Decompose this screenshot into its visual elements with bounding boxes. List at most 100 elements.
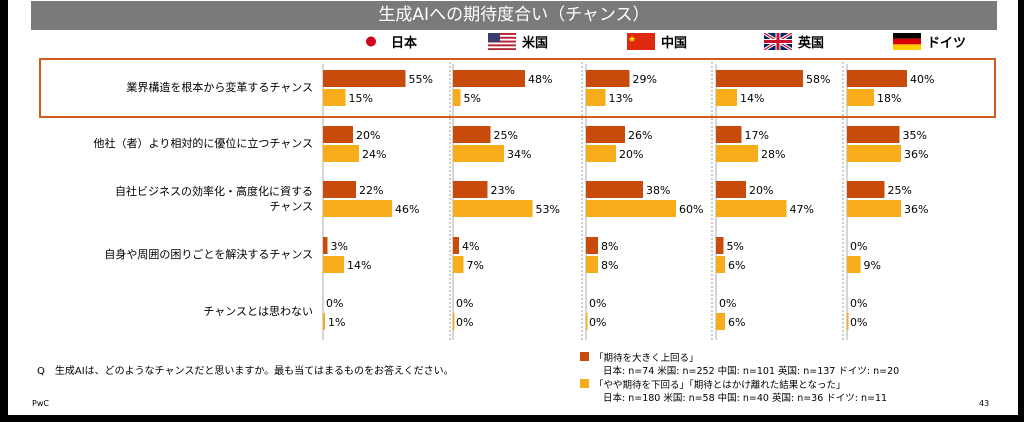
bar-label-s1-c4-p1: 0%	[456, 297, 473, 310]
bar-label-s1-c0-p4: 40%	[910, 73, 934, 86]
bar-label-s1-c1-p0: 20%	[356, 129, 380, 142]
bar-s2-c4-p3	[716, 313, 725, 330]
country-header-uk: 英国	[764, 31, 824, 51]
country-header-usa: 米国	[488, 31, 548, 51]
legend-label-series1: 「期待を大きく上回る」	[594, 353, 699, 364]
legend-label-series2: 「やや期待を下回る」「期待とはかけ離れた結果となった」	[594, 380, 846, 391]
bar-label-s1-c2-p2: 38%	[646, 184, 670, 197]
category-label-1: 他社（者）より相対的に優位に立つチャンス	[94, 136, 313, 150]
bar-label-s1-c3-p2: 8%	[601, 240, 618, 253]
bar-s1-c2-p1	[453, 181, 488, 198]
bar-label-s1-c1-p4: 35%	[903, 129, 927, 142]
bar-label-s1-c4-p3: 0%	[719, 297, 736, 310]
bar-s1-c1-p2	[586, 126, 625, 143]
bar-label-s2-c4-p4: 0%	[850, 316, 867, 329]
bar-label-s1-c2-p0: 22%	[359, 184, 383, 197]
bar-label-s1-c2-p3: 20%	[749, 184, 773, 197]
country-header-china: 中国	[627, 31, 687, 51]
legend-sample-series2: 日本: n=180 米国: n=58 中国: n=40 英国: n=36 ドイツ…	[603, 393, 888, 404]
bar-s1-c3-p0	[323, 237, 328, 254]
bar-label-s2-c2-p3: 47%	[790, 203, 814, 216]
bar-s2-c3-p1	[453, 256, 464, 273]
category-label-0: 業界構造を根本から変革するチャンス	[126, 80, 313, 94]
bar-s2-c1-p4	[847, 145, 901, 162]
bar-label-s2-c0-p1: 5%	[464, 92, 481, 105]
bar-label-s2-c2-p1: 53%	[536, 203, 560, 216]
question-text: Q 生成AIは、どのようなチャンスだと思いますか。最も当てはまるものをお答えくだ…	[37, 366, 454, 377]
bar-s2-c2-p2	[586, 200, 676, 217]
bar-s1-c3-p1	[453, 237, 459, 254]
bar-label-s2-c2-p2: 60%	[679, 203, 703, 216]
bar-s2-c0-p4	[847, 89, 874, 106]
bar-s2-c2-p1	[453, 200, 533, 217]
bar-label-s1-c2-p4: 25%	[888, 184, 912, 197]
category-label-4: チャンスとは思わない	[203, 305, 313, 318]
bar-label-s2-c1-p1: 34%	[507, 148, 531, 161]
bar-s1-c1-p0	[323, 126, 353, 143]
bar-label-s1-c3-p1: 4%	[462, 240, 479, 253]
bar-s2-c1-p2	[586, 145, 616, 162]
bar-s2-c2-p3	[716, 200, 787, 217]
country-header-japan: 日本	[357, 31, 417, 51]
bar-s2-c4-p4	[847, 313, 849, 330]
bar-label-s2-c1-p0: 24%	[362, 148, 386, 161]
bar-label-s1-c3-p0: 3%	[331, 240, 348, 253]
bar-label-s2-c2-p0: 46%	[395, 203, 419, 216]
bar-label-s2-c3-p3: 6%	[728, 259, 745, 272]
bar-s2-c3-p0	[323, 256, 344, 273]
germany-flag-icon	[893, 32, 921, 50]
bar-label-s1-c1-p3: 17%	[745, 129, 769, 142]
bar-s2-c0-p0	[323, 89, 346, 106]
bar-label-s2-c3-p1: 7%	[467, 259, 484, 272]
bar-label-s2-c4-p0: 1%	[328, 316, 345, 329]
bar-label-s1-c0-p3: 58%	[806, 73, 830, 86]
bar-label-s2-c0-p2: 13%	[609, 92, 633, 105]
bar-s1-c0-p1	[453, 70, 525, 87]
category-label-2: 自社ビジネスの効率化・高度化に資するチャンス	[115, 184, 313, 213]
footer-brand: PwC	[32, 399, 49, 408]
bar-s1-c1-p1	[453, 126, 491, 143]
bar-s2-c4-p2	[586, 313, 588, 330]
legend-swatch-series2	[580, 379, 589, 388]
bar-s2-c1-p3	[716, 145, 758, 162]
uk-flag-icon	[764, 32, 792, 50]
category-label-3: 自身や周囲の困りごとを解決するチャンス	[104, 247, 313, 261]
bar-label-s2-c0-p4: 18%	[877, 92, 901, 105]
bar-s2-c1-p0	[323, 145, 359, 162]
bar-s1-c0-p4	[847, 70, 907, 87]
bar-s1-c2-p2	[586, 181, 643, 198]
bar-label-s1-c3-p4: 0%	[850, 240, 867, 253]
bar-s2-c3-p4	[847, 256, 861, 273]
bar-s1-c1-p4	[847, 126, 900, 143]
bar-label-s2-c4-p1: 0%	[456, 316, 473, 329]
japan-flag-icon	[357, 32, 385, 50]
bar-label-s1-c2-p1: 23%	[491, 184, 515, 197]
bar-s1-c2-p3	[716, 181, 746, 198]
bar-label-s2-c3-p2: 8%	[601, 259, 618, 272]
bar-s1-c2-p0	[323, 181, 356, 198]
bar-s1-c2-p4	[847, 181, 885, 198]
bar-label-s1-c4-p4: 0%	[850, 297, 867, 310]
bar-label-s1-c0-p1: 48%	[528, 73, 552, 86]
bar-s1-c3-p2	[586, 237, 598, 254]
bar-label-s1-c3-p3: 5%	[727, 240, 744, 253]
legend-sample-series1: 日本: n=74 米国: n=252 中国: n=101 英国: n=137 ド…	[603, 366, 900, 377]
bar-s2-c1-p1	[453, 145, 504, 162]
bar-s1-c0-p3	[716, 70, 803, 87]
bar-s2-c4-p1	[453, 313, 455, 330]
bar-s1-c3-p3	[716, 237, 724, 254]
china-flag-icon	[627, 32, 655, 50]
bar-s2-c0-p2	[586, 89, 606, 106]
bar-label-s1-c0-p0: 55%	[409, 73, 433, 86]
bar-s2-c0-p1	[453, 89, 461, 106]
bar-s2-c3-p3	[716, 256, 725, 273]
bar-s2-c4-p0	[323, 313, 325, 330]
highlight-box	[39, 58, 996, 118]
bar-label-s2-c2-p4: 36%	[904, 203, 928, 216]
bar-label-s1-c1-p2: 26%	[628, 129, 652, 142]
bar-label-s1-c4-p0: 0%	[326, 297, 343, 310]
bar-label-s2-c3-p0: 14%	[347, 259, 371, 272]
page-number: 43	[979, 399, 990, 408]
bar-s1-c0-p0	[323, 70, 406, 87]
